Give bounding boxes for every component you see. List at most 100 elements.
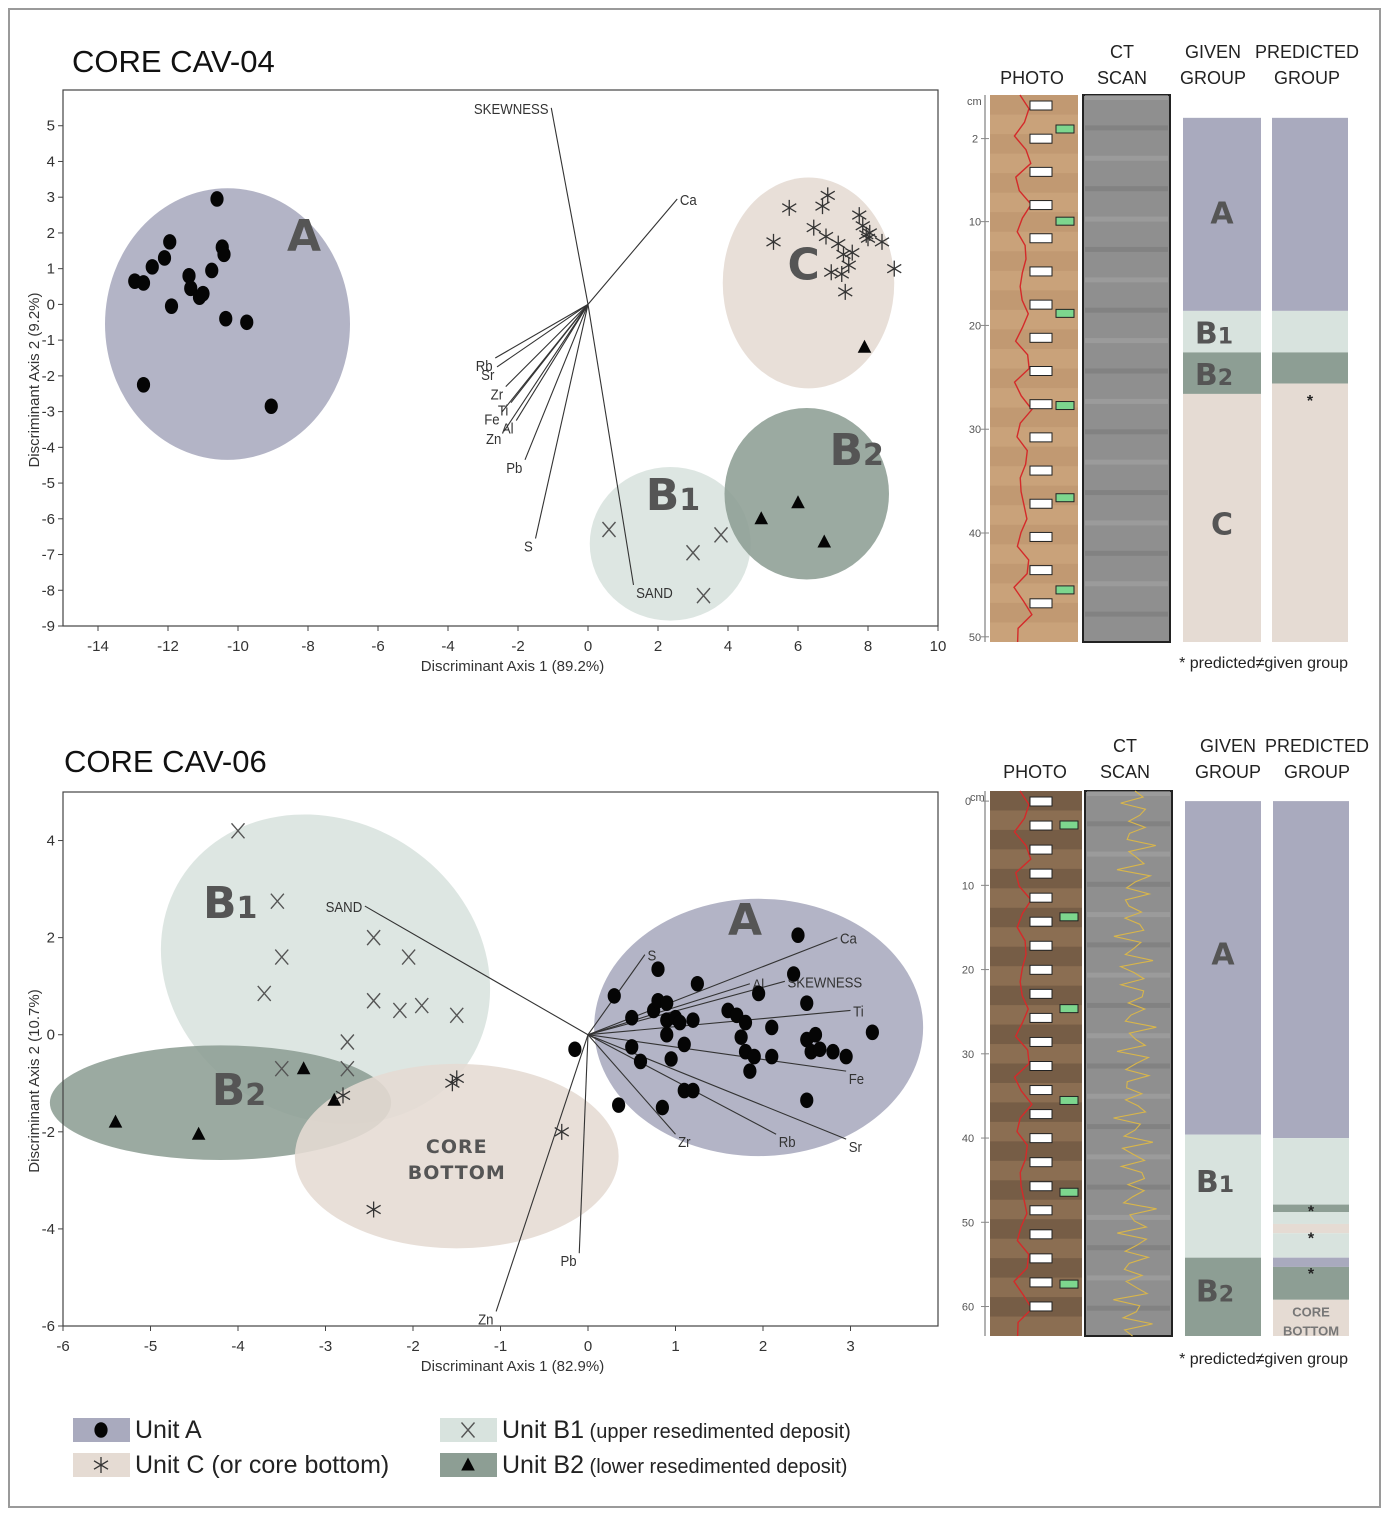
x-axis-label: Discriminant Axis 1 (89.2%) <box>421 658 604 675</box>
ct-band <box>1087 1033 1170 1039</box>
scatter-cav04: SKEWNESSCaRbSrZrTiFeAlZnPbSSANDACB1B2-14… <box>26 89 946 675</box>
x-tick-label: -8 <box>301 638 314 655</box>
point-b1 <box>713 526 729 543</box>
sample-box <box>1029 366 1053 376</box>
sample-box <box>1029 531 1053 542</box>
sample-box-green <box>1059 912 1079 922</box>
photo-band <box>990 946 1082 967</box>
sample-box-green <box>1055 308 1075 318</box>
point-a <box>136 377 151 393</box>
predicted-segment-b1 <box>1273 1233 1349 1258</box>
group-label-a: A <box>728 895 762 946</box>
point-a <box>686 1012 700 1028</box>
ct-band <box>1085 368 1168 374</box>
ct-band <box>1085 429 1168 435</box>
header-given-group: GROUP <box>1180 68 1246 88</box>
sample-box-green <box>1059 1187 1079 1197</box>
x-tick-label: 8 <box>864 638 872 655</box>
legend-label-a: Unit A <box>135 1416 202 1444</box>
group-ellipse-b1 <box>589 466 751 621</box>
predicted-segment-b1 <box>1273 1212 1349 1224</box>
y-tick-label: -1 <box>42 332 55 349</box>
y-tick-label: -4 <box>42 1221 55 1238</box>
x-tick-label: 0 <box>584 638 592 655</box>
predicted-segment-a <box>1273 1257 1349 1267</box>
y-tick-label: -7 <box>42 547 55 564</box>
vector-label: Rb <box>779 1133 796 1150</box>
point-a <box>677 1036 691 1053</box>
point-c <box>818 228 834 245</box>
ct-band <box>1087 791 1170 796</box>
depth-tick: 50 <box>969 632 981 644</box>
sample-box <box>1029 1012 1053 1023</box>
group-label-core: CORE <box>426 1136 488 1158</box>
mismatch-mark: * <box>1308 1266 1315 1283</box>
sample-box <box>1029 598 1053 609</box>
vector-label: Ca <box>680 191 697 208</box>
ct-band <box>1087 881 1170 887</box>
point-c <box>857 339 872 353</box>
photo-band <box>990 1063 1082 1083</box>
point-c <box>844 244 860 261</box>
x-tick-label: -14 <box>87 638 109 655</box>
ct-band <box>1087 942 1170 948</box>
legend: Unit A Unit C (or core bottom) Unit B1 (up… <box>73 1416 851 1479</box>
group-label-b1: B1 <box>646 470 700 521</box>
point-b2 <box>108 1114 123 1128</box>
y-tick-label: 0 <box>47 296 55 313</box>
sample-box <box>1029 1157 1053 1168</box>
given-label-a: A <box>1210 196 1234 231</box>
point-b1 <box>601 521 617 538</box>
depth-tick: 10 <box>962 880 974 892</box>
vector-label: Al <box>502 420 514 437</box>
x-axis-label: Discriminant Axis 1 (82.9%) <box>421 1358 604 1375</box>
point-a <box>219 310 233 327</box>
point-a <box>157 250 172 266</box>
depth-tick: 0 <box>965 796 971 808</box>
vector-label: Fe <box>484 411 500 428</box>
core-log-cav04: PHOTO CT SCAN GIVEN GROUP PREDICTED GROUP cm 2 10… <box>967 42 1359 672</box>
y-tick-label: 2 <box>47 930 55 947</box>
sample-box <box>1029 796 1053 807</box>
vector-label: SKEWNESS <box>474 100 549 117</box>
point-a <box>738 1014 753 1031</box>
x-tick-label: 4 <box>724 638 732 655</box>
y-axis-label: Discriminant Axis 2 (10.7%) <box>26 989 43 1172</box>
vector-label: Zn <box>478 1311 493 1328</box>
ct-band <box>1087 851 1170 857</box>
point-a <box>752 985 766 1002</box>
vector-label: Ca <box>840 930 857 947</box>
point-c <box>837 283 853 300</box>
ct-band <box>1085 277 1168 283</box>
sample-box <box>1029 432 1053 443</box>
point-b2 <box>754 511 769 525</box>
x-tick-label: -10 <box>227 638 249 655</box>
ct-band <box>1087 1184 1170 1190</box>
y-tick-label: -9 <box>42 618 55 635</box>
given-label-b2: B2 <box>1196 1275 1234 1310</box>
vector-label: Rb <box>476 357 493 374</box>
point-c <box>823 264 839 281</box>
ct-band <box>1085 520 1168 526</box>
sample-box <box>1029 166 1053 177</box>
predicted-segment-b2 <box>1272 352 1348 384</box>
ct-band <box>1085 125 1168 131</box>
point-b1 <box>696 587 711 604</box>
sample-box <box>1029 1061 1053 1071</box>
point-c <box>366 1201 381 1218</box>
predicted-segment-c <box>1272 383 1348 642</box>
predicted-segment-c <box>1273 1223 1349 1234</box>
sample-box <box>1029 200 1053 211</box>
predicted-core-label: CORE <box>1292 1305 1330 1320</box>
vector-pb <box>524 304 589 461</box>
point-a <box>791 927 805 944</box>
y-tick-label: -8 <box>42 582 55 599</box>
point-a <box>747 1048 761 1065</box>
point-c <box>806 219 822 236</box>
x-tick-label: 6 <box>794 638 802 655</box>
ct-band <box>1085 216 1168 222</box>
vector-ca <box>587 198 678 305</box>
vector-label: S <box>524 538 533 555</box>
point-a <box>765 1019 779 1036</box>
sample-box <box>1029 988 1053 999</box>
